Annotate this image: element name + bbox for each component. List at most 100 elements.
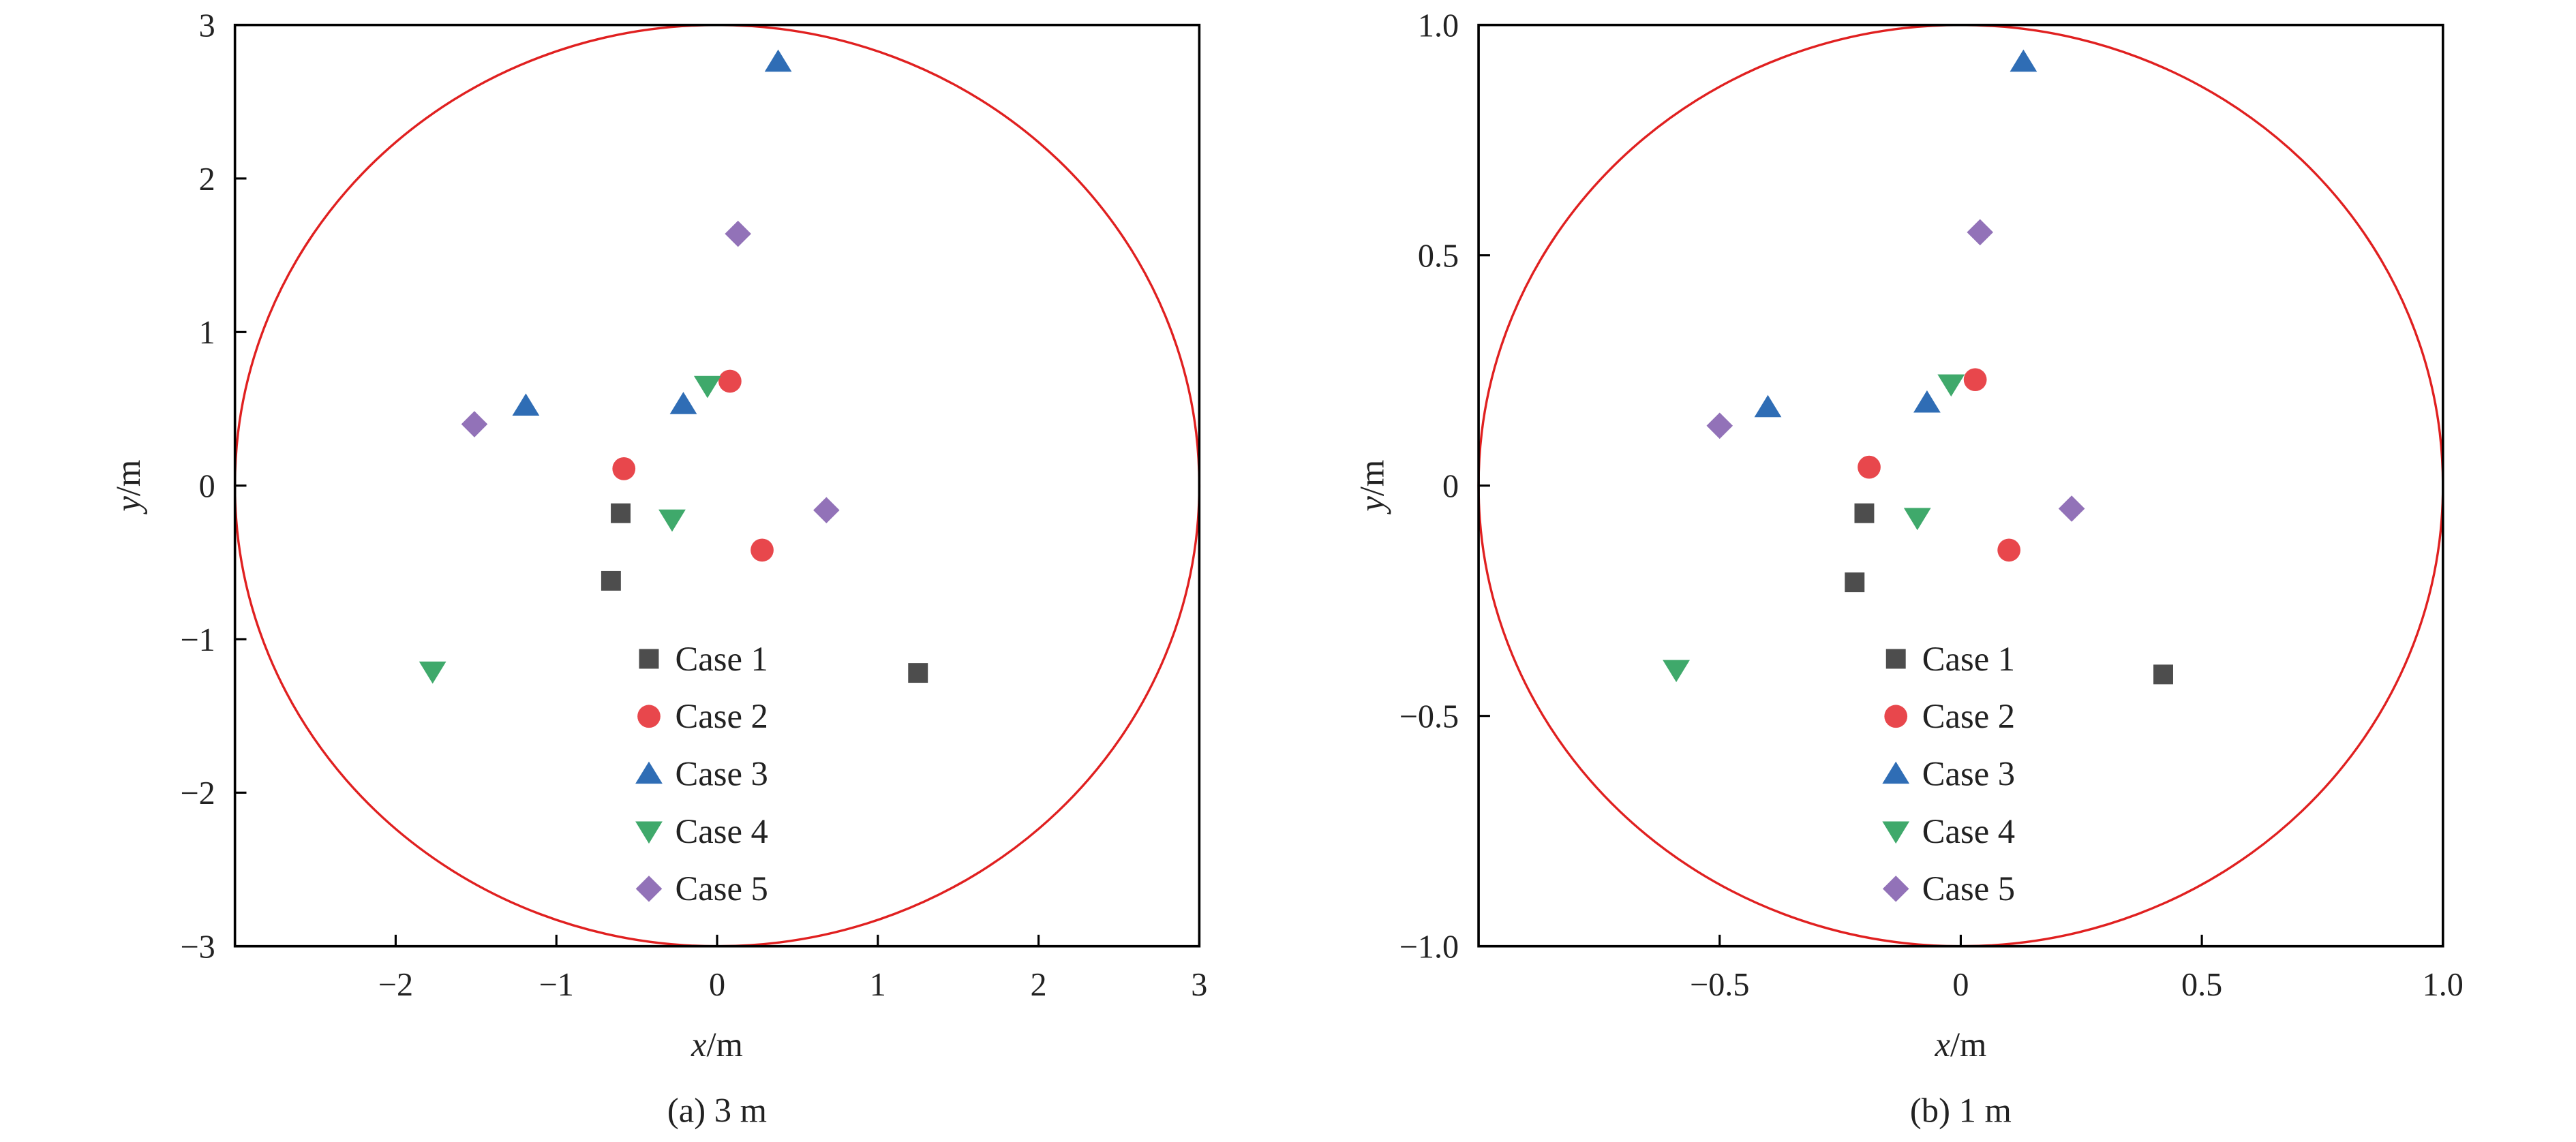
data-point [718,369,742,393]
legend-marker [1882,876,1909,902]
data-point [601,570,621,591]
y-tick-label: −1 [180,622,215,658]
x-tick-label: 0.5 [2181,967,2222,1003]
data-point [669,392,697,414]
y-tick-label: −2 [180,775,215,812]
data-point [612,457,636,480]
data-point [2153,664,2173,685]
data-point [658,509,686,532]
y-tick-label: 0 [199,469,215,505]
legend-label: Case 1 [676,640,768,678]
data-point [2058,495,2085,522]
legend-marker [637,705,661,728]
legend-label: Case 3 [676,755,768,793]
legend-marker [1884,705,1908,728]
boundary-circle [1477,23,2444,948]
series-case-1 [1845,503,2173,685]
x-axis-unit: /m [1950,1025,1986,1064]
x-tick-label: −0.5 [1690,967,1749,1003]
legend-marker [635,761,663,784]
series-case-2 [1858,368,2021,562]
x-tick-label: 3 [1191,967,1207,1003]
data-point [2010,49,2037,72]
series-case-3 [512,49,792,416]
plot-frame [233,23,1201,948]
legend-label: Case 2 [676,697,768,735]
y-tick-label: 0.5 [1418,238,1459,275]
plot-frame [1477,23,2444,948]
x-axis-var: x [691,1025,707,1064]
data-point [512,393,540,416]
data-point [611,503,631,523]
y-axis-var: y [1352,496,1391,515]
series-case-4 [419,375,721,684]
legend-label: Case 3 [1922,755,2015,793]
data-point [764,49,792,72]
y-axis-label: y/m [109,460,147,515]
x-axis-label: x/m [691,1025,743,1064]
y-tick-label: 1 [199,315,215,351]
legend: Case 1 Case 2 Case 3 Case 4 Case 5 [1882,640,2015,908]
y-tick-label: −1.0 [1399,929,1459,966]
data-point [461,411,488,437]
data-point [1706,412,1733,439]
data-point [908,663,928,683]
data-point [1937,374,1965,397]
data-point [1997,538,2021,562]
x-tick-label: 1.0 [2423,967,2464,1003]
data-point [1858,455,1881,479]
y-axis-unit: /m [109,460,147,496]
legend-label: Case 5 [676,869,768,908]
data-point [1845,572,1865,593]
series-case-4 [1663,374,1965,683]
x-axis-label: x/m [1934,1025,1986,1064]
legend-label: Case 2 [1922,697,2015,735]
panel-caption: (a) 3 m [667,1092,767,1130]
data-point [1663,660,1690,683]
data-point [813,497,840,524]
data-point [1913,390,1941,413]
legend-marker [635,876,663,902]
x-tick-label: 2 [1031,967,1047,1003]
x-tick-label: −1 [539,967,574,1003]
series-case-5 [1706,219,2085,522]
data-point [1967,219,1994,246]
legend-label: Case 4 [676,812,768,850]
panel-caption: (b) 1 m [1910,1092,2012,1130]
y-tick-label: −0.5 [1399,699,1459,735]
x-tick-label: 1 [870,967,886,1003]
data-point [693,375,721,399]
legend-marker [635,821,663,844]
y-axis-label: y/m [1352,460,1391,515]
series-case-3 [1754,49,2037,418]
data-point [1754,395,1782,418]
y-tick-label: 0 [1442,469,1459,505]
data-point [751,538,774,562]
x-tick-label: −2 [378,967,413,1003]
legend-marker [639,649,659,669]
y-tick-label: 3 [199,8,215,44]
data-point [1854,503,1875,523]
y-tick-label: 1.0 [1418,8,1459,44]
legend-marker [1885,649,1906,669]
legend-marker [1882,821,1910,844]
legend-marker [1882,761,1910,784]
legend: Case 1 Case 2 Case 3 Case 4 Case 5 [635,640,768,908]
y-axis-var: y [109,496,147,515]
x-tick-label: 0 [709,967,725,1003]
x-axis-var: x [1934,1025,1950,1064]
boundary-circle [233,23,1201,948]
series-case-1 [601,503,928,683]
data-point [1903,508,1931,531]
data-point [419,661,446,684]
y-tick-label: −3 [180,929,215,966]
legend-label: Case 5 [1922,869,2015,908]
x-axis-unit: /m [707,1025,743,1064]
legend-label: Case 4 [1922,812,2015,850]
data-point [725,220,751,247]
data-point [1963,368,1987,392]
legend-label: Case 1 [1922,640,2015,678]
series-case-2 [612,369,774,562]
